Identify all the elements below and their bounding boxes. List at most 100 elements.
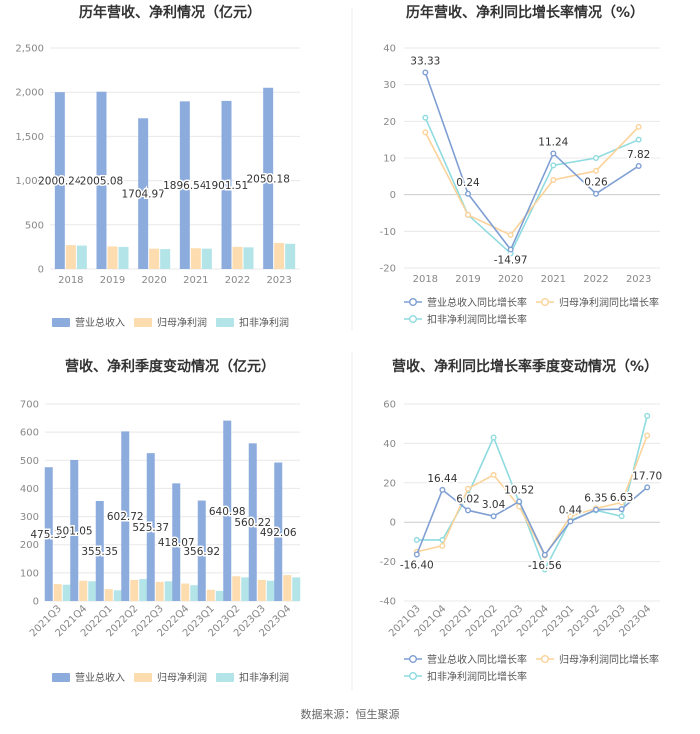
point-net-profit-growth — [422, 129, 429, 136]
y-tick-label: -20 — [380, 264, 396, 275]
bar-revenue — [223, 420, 232, 601]
y-tick-label: 600 — [20, 428, 39, 439]
line-net-profit-growth — [416, 435, 648, 558]
bar-net-profit — [274, 242, 285, 269]
data-label: 1704.97 — [121, 189, 164, 201]
y-tick-label: -10 — [380, 227, 396, 238]
data-label: 0.44 — [559, 504, 583, 516]
data-label: 6.35 — [584, 493, 607, 505]
point-deducted-profit-growth — [550, 162, 557, 169]
bar-revenue — [70, 459, 79, 601]
y-tick-label: 0 — [390, 190, 396, 201]
y-tick-label: 200 — [20, 540, 39, 551]
legend-swatch — [134, 318, 152, 327]
legend-swatch — [216, 673, 234, 682]
bar-net-profit — [104, 589, 113, 601]
data-label: 10.52 — [504, 484, 534, 496]
legend-label: 归母净利润 — [157, 671, 207, 684]
point-revenue-growth — [490, 513, 497, 520]
legend-label: 归母净利润同比增长率 — [559, 653, 659, 666]
bar-revenue — [121, 431, 130, 601]
legend-label: 营业总收入 — [75, 316, 125, 329]
legend-label: 营业总收入 — [75, 671, 125, 684]
chart-title: 历年营收、净利同比增长率情况（%） — [406, 4, 644, 21]
bar-deducted-profit — [160, 249, 171, 269]
data-label: 492.06 — [260, 527, 297, 539]
bar-deducted-profit — [292, 577, 301, 601]
point-revenue-growth — [593, 506, 600, 513]
point-net-profit-growth — [644, 432, 651, 439]
legend-swatch-marker — [409, 672, 418, 681]
data-label: 2005.08 — [80, 175, 123, 187]
bar-deducted-profit — [201, 248, 212, 269]
y-tick-label: 300 — [20, 512, 39, 523]
data-label: 355.35 — [81, 546, 118, 558]
x-tick-label: 2023 — [626, 274, 651, 285]
y-tick-label: 2,500 — [15, 44, 44, 55]
x-tick-label: 2018 — [58, 275, 83, 286]
data-label: -16.56 — [528, 560, 562, 572]
y-tick-label: 60 — [383, 400, 396, 411]
data-label: 501.05 — [56, 525, 93, 537]
point-revenue-growth — [465, 507, 472, 514]
bar-revenue — [96, 91, 107, 269]
data-label: 525.37 — [132, 522, 169, 534]
bar-revenue — [54, 92, 65, 269]
point-revenue-growth — [465, 190, 472, 197]
data-label: 418.07 — [158, 537, 195, 549]
y-tick-label: 400 — [20, 484, 39, 495]
legend-label: 扣非净利润 — [239, 316, 289, 329]
point-revenue-growth — [541, 551, 548, 558]
data-label: 475.35 — [30, 529, 67, 541]
data-label: 2000.24 — [38, 176, 82, 188]
legend-swatch-marker — [409, 315, 418, 324]
y-tick-label: -40 — [380, 597, 396, 608]
legend-swatch — [134, 673, 152, 682]
bar-deducted-profit — [139, 579, 148, 601]
point-deducted-profit-growth — [635, 136, 642, 143]
point-revenue-growth — [550, 150, 557, 157]
x-tick-label: 2020 — [498, 274, 523, 285]
point-net-profit-growth — [618, 499, 625, 506]
legend-label: 营业总收入同比增长率 — [427, 653, 527, 666]
data-label: 0.24 — [456, 177, 480, 189]
y-tick-label: 20 — [383, 117, 396, 128]
legend-label: 归母净利润同比增长率 — [559, 296, 659, 309]
data-label: 6.02 — [456, 493, 479, 505]
data-label: 0.26 — [584, 177, 608, 189]
point-revenue-growth — [422, 69, 429, 76]
chart-title: 营收、净利季度变动情况（亿元） — [65, 358, 275, 375]
point-net-profit-growth — [465, 211, 472, 218]
x-tick-label: 2021 — [541, 274, 566, 285]
y-tick-label: 40 — [383, 44, 396, 55]
y-tick-label: -20 — [380, 557, 396, 568]
point-revenue-growth — [507, 246, 514, 253]
x-tick-label: 2019 — [100, 275, 125, 286]
y-tick-label: 1,000 — [15, 176, 44, 187]
chart-title: 历年营收、净利情况（亿元） — [79, 4, 261, 21]
x-tick-label: 2023 — [266, 275, 291, 286]
bar-deducted-profit — [164, 581, 173, 601]
bar-deducted-profit — [215, 590, 224, 601]
bar-deducted-profit — [88, 581, 97, 601]
legend-label: 归母净利润 — [157, 316, 207, 329]
bar-revenue — [263, 87, 274, 269]
bar-net-profit — [206, 589, 215, 601]
y-tick-label: 1,500 — [15, 132, 44, 143]
point-net-profit-growth — [465, 485, 472, 492]
y-tick-label: 2,000 — [15, 88, 44, 99]
bar-net-profit — [79, 580, 88, 601]
y-tick-label: 30 — [383, 80, 396, 91]
point-deducted-profit-growth — [644, 412, 651, 419]
legend-swatch-marker — [409, 298, 418, 307]
legend-label: 营业总收入同比增长率 — [427, 296, 527, 309]
y-tick-label: 10 — [383, 154, 396, 165]
data-label: 11.24 — [538, 136, 568, 148]
data-label: 560.22 — [234, 517, 271, 529]
bar-net-profit — [53, 584, 62, 601]
bar-revenue — [146, 453, 155, 601]
y-tick-label: 500 — [25, 220, 44, 231]
legend-label: 扣非净利润同比增长率 — [427, 313, 527, 326]
legend-swatch-marker — [409, 655, 418, 664]
line-revenue-growth — [424, 72, 640, 252]
